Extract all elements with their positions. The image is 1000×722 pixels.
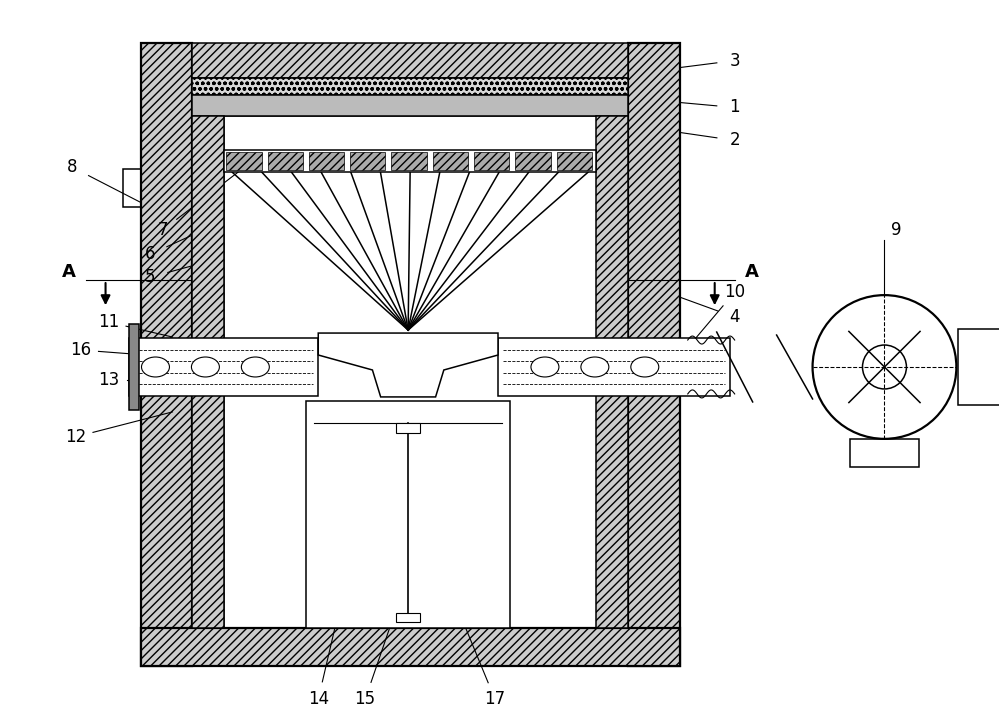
Ellipse shape [631,357,659,377]
Bar [433,152,468,170]
Bar [140,628,680,666]
Text: 1: 1 [729,98,740,116]
Text: 10: 10 [724,283,745,301]
Ellipse shape [191,357,219,377]
Text: 6: 6 [145,245,156,264]
Ellipse shape [581,357,609,377]
Text: A: A [745,264,759,281]
Bar [192,43,628,77]
Text: 13: 13 [98,371,119,389]
Ellipse shape [141,357,169,377]
Text: 12: 12 [65,428,86,446]
Bar [958,329,1000,405]
Text: 8: 8 [67,158,78,176]
Bar [515,152,551,170]
Bar [498,338,730,396]
Text: 9: 9 [891,221,902,239]
Bar [224,116,596,628]
Bar [192,77,628,95]
Ellipse shape [241,357,269,377]
Bar [226,152,262,170]
Bar [557,152,592,170]
Text: 15: 15 [355,690,376,708]
Ellipse shape [531,357,559,377]
Text: 3: 3 [729,51,740,69]
Bar [306,401,510,628]
Bar [391,152,427,170]
Bar [192,116,224,628]
Bar [140,43,192,666]
Bar [123,170,140,207]
Bar [309,152,344,170]
Bar [628,43,680,666]
Bar [474,152,509,170]
Bar [850,439,919,467]
Text: 16: 16 [70,341,91,359]
Bar [396,423,420,433]
Text: 4: 4 [729,308,740,326]
Bar [396,612,420,622]
Bar [596,116,628,628]
Text: 14: 14 [308,690,329,708]
Bar [268,152,303,170]
Bar [350,152,385,170]
Polygon shape [318,333,498,397]
Bar [129,324,139,410]
Text: 17: 17 [484,690,506,708]
Text: 7: 7 [157,221,168,239]
Bar [129,338,318,396]
Text: 11: 11 [98,313,119,331]
Text: 5: 5 [145,268,156,286]
Text: 2: 2 [729,131,740,149]
Bar [192,95,628,116]
Bar [224,150,596,173]
Text: A: A [62,264,76,281]
